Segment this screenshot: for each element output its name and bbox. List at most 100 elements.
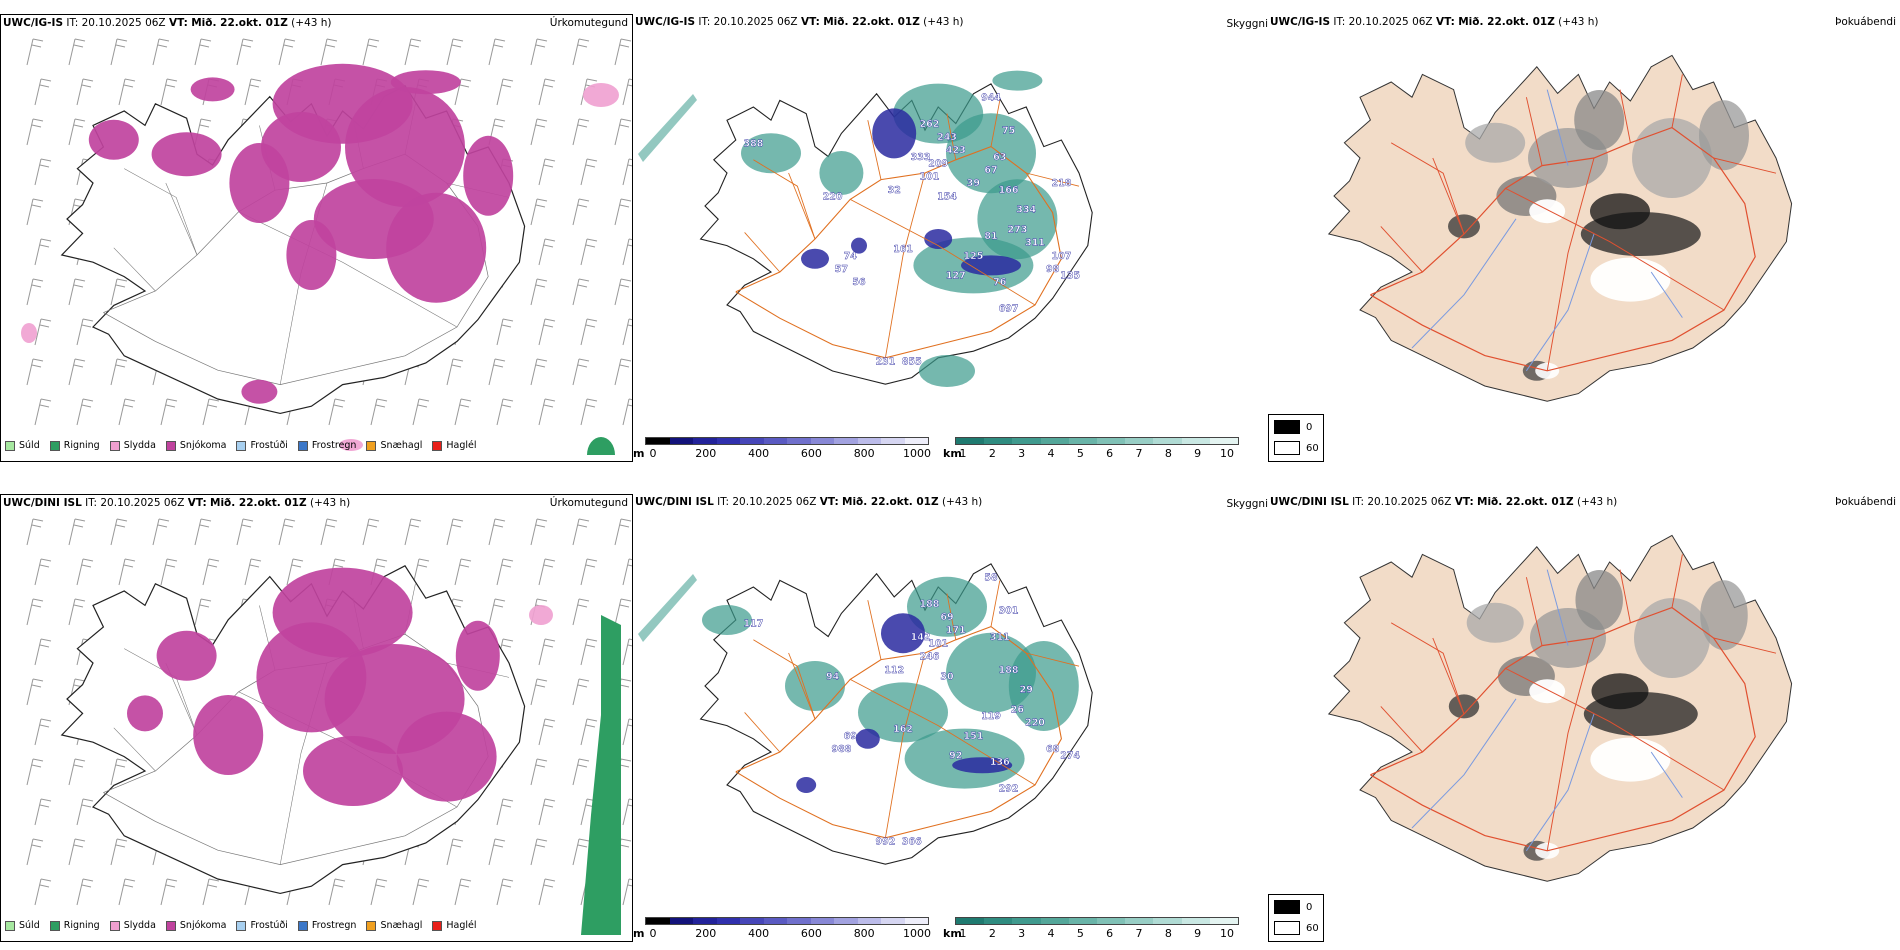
legend-label: Haglél <box>446 440 477 451</box>
cloud-base-label: 944 <box>981 92 1001 103</box>
cloud-base-label: 127 <box>946 271 966 282</box>
colorbar-tick: 8 <box>1164 927 1172 940</box>
legend-item: Haglél <box>432 920 477 931</box>
cloud-base-label: 366 <box>902 836 922 847</box>
legend-label: Frostregn <box>311 920 357 931</box>
cloud-base-label: 388 <box>743 139 763 150</box>
colorbar-step <box>763 438 787 444</box>
cloud-base-label: 136 <box>990 757 1010 768</box>
cloud-base-label: 30 <box>940 671 954 682</box>
colorbar-tick: 3 <box>1018 927 1026 940</box>
colorbar-step <box>1012 918 1041 924</box>
legend-item: Slydda <box>109 440 156 451</box>
colorbar-step <box>1068 438 1098 444</box>
fog-map <box>1327 534 1793 882</box>
colorbar-tick: 7 <box>1135 447 1143 460</box>
legend-label: Frostregn <box>311 440 357 451</box>
cloud-base-label: 151 <box>963 731 983 742</box>
legend-swatch <box>236 440 247 451</box>
legend-label: Snjókoma <box>179 440 227 451</box>
colorbar-unit: km <box>943 447 962 460</box>
colorbar-tick: 4 <box>1047 927 1055 940</box>
legend-item: Rigning <box>49 440 100 451</box>
cloud-base-label: 188 <box>919 599 939 610</box>
fog-panel-bottom: UWC/DINI ISL IT: 20.10.2025 06Z VT: Mið.… <box>1268 494 1900 942</box>
legend-swatch <box>165 440 176 451</box>
cloud-base-label: 75 <box>1002 125 1015 136</box>
colorbar-step <box>1040 918 1069 924</box>
colorbar-step <box>810 438 834 444</box>
cloud-base-label: 992 <box>875 836 895 847</box>
legend-item: Haglél <box>432 440 477 451</box>
panel-title: Úrkomutegund <box>549 497 628 509</box>
cloud-base-label: 29 <box>1020 685 1033 696</box>
colorbar-step <box>1040 438 1069 444</box>
colorbar-step <box>716 918 740 924</box>
colorbar-step <box>834 438 858 444</box>
panel-header: UWC/DINI ISL IT: 20.10.2025 06Z VT: Mið.… <box>3 497 351 509</box>
legend-item: Slydda <box>109 920 156 931</box>
cloud-base-label: 166 <box>999 185 1019 196</box>
cloud-base-label: 117 <box>743 619 763 630</box>
cloudbase-colorbar: m 0 200 400 600 800 1000 <box>633 437 933 461</box>
cloud-base-label: 262 <box>919 119 939 130</box>
cloud-base-label: 988 <box>831 744 851 755</box>
colorbar-tick: 200 <box>695 927 717 940</box>
cloud-base-label: 243 <box>937 132 957 143</box>
colorbar-unit: km <box>943 927 962 940</box>
colorbar-step <box>1097 918 1126 924</box>
cloud-base-label: 56 <box>852 277 866 288</box>
legend-item: Frostúði <box>236 920 288 931</box>
colorbar-tick: 5 <box>1076 447 1084 460</box>
colorbar-step <box>669 918 693 924</box>
panel-header: UWC/IG-IS IT: 20.10.2025 06Z VT: Mið. 22… <box>635 16 964 28</box>
cloudbase-colorbar: m 0 200 400 600 800 1000 <box>633 917 933 941</box>
colorbar-tick: 9 <box>1194 447 1202 460</box>
cloud-base-label: 333 <box>911 152 931 163</box>
colorbar-tick: 2 <box>988 927 996 940</box>
legend-item: Frostregn <box>297 920 357 931</box>
legend-swatch <box>49 440 60 451</box>
colorbar-step <box>1181 918 1210 924</box>
colorbar-step <box>669 438 693 444</box>
panel-title: Þokuábendi <box>1835 16 1896 28</box>
legend-item: Súld <box>5 920 40 931</box>
cloud-base-label: 39 <box>967 178 980 189</box>
cloud-base-label: 171 <box>946 625 966 636</box>
colorbar-step <box>787 438 811 444</box>
colorbar-step <box>881 438 905 444</box>
colorbar-step <box>740 438 764 444</box>
colorbar-step <box>857 918 881 924</box>
cloud-base-label: 273 <box>1007 224 1027 235</box>
colorbar-tick: 1000 <box>903 927 931 940</box>
visibility-panel-bottom: UWC/DINI ISL IT: 20.10.2025 06Z VT: Mið.… <box>633 494 1268 942</box>
fog-map <box>1327 54 1793 402</box>
cloud-base-label: 334 <box>1016 205 1036 216</box>
cloud-base-label: 125 <box>963 251 983 262</box>
cloud-base-label: 74 <box>844 251 858 262</box>
legend-swatch <box>297 920 308 931</box>
visibility-colorbar: km 1 2 3 4 5 6 7 8 9 10 <box>943 437 1243 461</box>
cloud-base-label: 855 <box>902 356 922 367</box>
legend-label: Snjókoma <box>179 920 227 931</box>
colorbar-step <box>716 438 740 444</box>
cloud-base-label: 68 <box>1046 744 1060 755</box>
colorbar-step <box>1125 438 1154 444</box>
panel-title: Skyggni <box>1226 498 1269 510</box>
legend-swatch <box>165 920 176 931</box>
colorbar-unit: m <box>633 447 645 460</box>
legend-label: Rigning <box>63 920 100 931</box>
legend-swatch <box>5 440 15 451</box>
cloud-base-label: 292 <box>999 784 1019 795</box>
colorbar-step <box>693 438 717 444</box>
colorbar-step <box>1209 918 1239 924</box>
cloud-base-label: 69 <box>940 612 953 623</box>
colorbar-step <box>904 918 928 924</box>
cloud-base-label: 26 <box>1011 704 1025 715</box>
cloud-base-label: 220 <box>823 191 843 202</box>
colorbar-strip <box>955 917 1239 925</box>
precip-type-panel-top: UWC/IG-IS IT: 20.10.2025 06Z VT: Mið. 22… <box>0 14 633 462</box>
colorbar-step <box>1012 438 1041 444</box>
cloud-base-label: 58 <box>984 572 998 583</box>
colorbar-tick: 4 <box>1047 447 1055 460</box>
